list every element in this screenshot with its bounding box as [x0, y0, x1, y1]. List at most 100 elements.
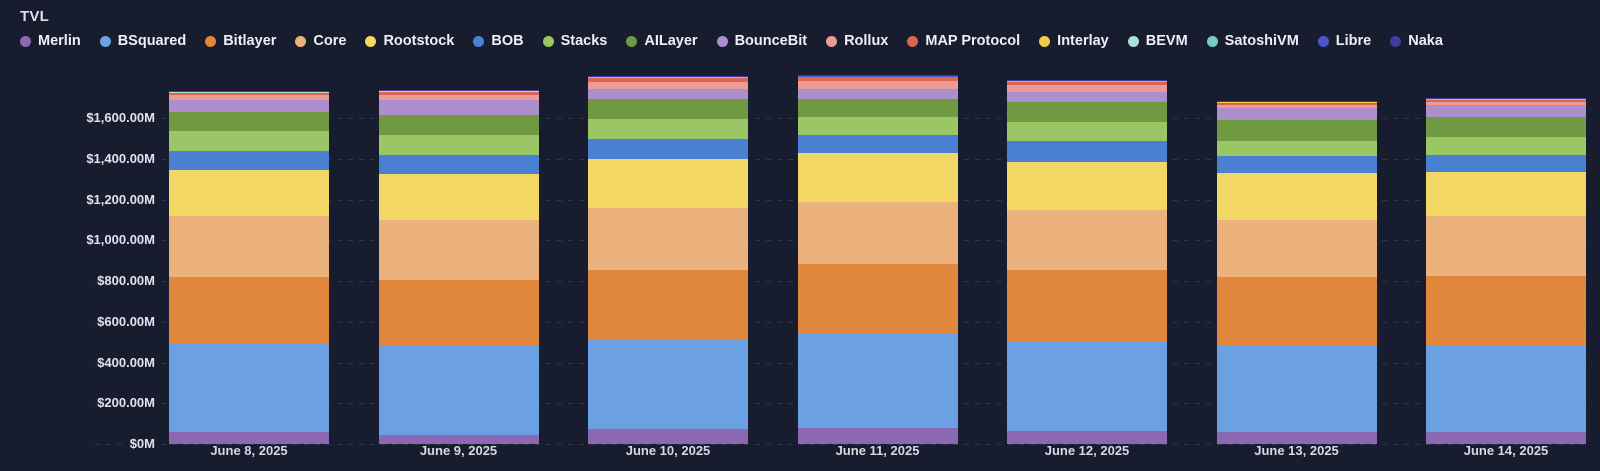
bar-segment-core[interactable]: [1216, 220, 1377, 278]
bar-segment-interlay[interactable]: [797, 76, 958, 78]
bar-segment-interlay[interactable]: [1216, 101, 1377, 103]
bar-column-june-13-2025[interactable]: [1216, 100, 1377, 444]
bar-segment-bitlayer[interactable]: [1426, 275, 1586, 346]
bar-segment-map-protocol[interactable]: [1007, 82, 1167, 86]
bar-column-june-10-2025[interactable]: [588, 76, 748, 444]
bar-segment-map-protocol[interactable]: [588, 78, 748, 83]
bar-column-june-8-2025[interactable]: [169, 90, 329, 444]
bar-segment-rootstock[interactable]: [169, 169, 329, 216]
bar-segment-rollux[interactable]: [1216, 104, 1377, 108]
bar-segment-interlay[interactable]: [1426, 99, 1586, 101]
bar-segment-merlin[interactable]: [378, 434, 539, 444]
bar-segment-bsquared[interactable]: [1216, 346, 1377, 432]
legend-item-bouncebit[interactable]: BounceBit: [716, 33, 807, 49]
bar-segment-rootstock[interactable]: [797, 153, 958, 202]
bar-segment-merlin[interactable]: [1007, 430, 1167, 444]
bar-segment-ailayer[interactable]: [797, 99, 958, 118]
bar-segment-bob[interactable]: [1426, 155, 1586, 172]
bar-segment-interlay[interactable]: [378, 90, 539, 92]
bar-segment-bouncebit[interactable]: [378, 99, 539, 115]
bar-segment-rollux[interactable]: [588, 82, 748, 90]
bar-segment-ailayer[interactable]: [378, 114, 539, 135]
bar-segment-rootstock[interactable]: [588, 158, 748, 208]
bar-segment-core[interactable]: [169, 215, 329, 277]
bar-segment-rollux[interactable]: [797, 81, 958, 90]
bar-segment-map-protocol[interactable]: [797, 77, 958, 82]
bar-segment-core[interactable]: [797, 201, 958, 264]
bar-segment-bitlayer[interactable]: [797, 263, 958, 333]
legend-item-libre[interactable]: Libre: [1317, 33, 1371, 49]
bar-segment-ailayer[interactable]: [1007, 102, 1167, 123]
bar-column-june-12-2025[interactable]: [1007, 80, 1167, 444]
bar-segment-merlin[interactable]: [1426, 431, 1586, 444]
bar-segment-core[interactable]: [378, 219, 539, 280]
bar-column-june-14-2025[interactable]: [1426, 98, 1586, 444]
legend-item-rootstock[interactable]: Rootstock: [365, 33, 454, 49]
bar-segment-stacks[interactable]: [1426, 137, 1586, 156]
bar-segment-merlin[interactable]: [797, 427, 958, 444]
legend-item-satoshivm[interactable]: SatoshiVM: [1206, 33, 1299, 49]
bar-segment-stacks[interactable]: [1216, 141, 1377, 157]
legend-item-bitlayer[interactable]: Bitlayer: [205, 33, 276, 49]
bar-segment-merlin[interactable]: [588, 428, 748, 444]
legend-item-map-protocol[interactable]: MAP Protocol: [907, 33, 1020, 49]
bar-segment-ailayer[interactable]: [1426, 117, 1586, 138]
bar-segment-map-protocol[interactable]: [1216, 102, 1377, 105]
bar-segment-bitlayer[interactable]: [1216, 277, 1377, 347]
bar-segment-core[interactable]: [588, 207, 748, 270]
bar-segment-map-protocol[interactable]: [169, 92, 329, 95]
bar-segment-bsquared[interactable]: [378, 344, 539, 435]
bar-segment-rootstock[interactable]: [1007, 162, 1167, 211]
bar-segment-bsquared[interactable]: [588, 338, 748, 429]
bar-segment-bob[interactable]: [169, 150, 329, 170]
bar-segment-bsquared[interactable]: [797, 332, 958, 428]
bar-segment-rollux[interactable]: [1426, 102, 1586, 106]
bar-column-june-11-2025[interactable]: [797, 75, 958, 444]
bar-segment-bitlayer[interactable]: [169, 276, 329, 343]
legend-item-bsquared[interactable]: BSquared: [99, 33, 186, 49]
bar-segment-bouncebit[interactable]: [1216, 107, 1377, 121]
bar-segment-ailayer[interactable]: [1216, 120, 1377, 142]
legend-item-interlay[interactable]: Interlay: [1039, 33, 1109, 49]
bar-segment-bouncebit[interactable]: [588, 89, 748, 100]
bar-segment-map-protocol[interactable]: [1426, 100, 1586, 103]
bar-segment-core[interactable]: [1007, 210, 1167, 270]
bar-segment-interlay[interactable]: [1007, 81, 1167, 83]
bar-segment-bob[interactable]: [378, 154, 539, 174]
bar-segment-stacks[interactable]: [1007, 122, 1167, 142]
legend-item-merlin[interactable]: Merlin: [20, 33, 81, 49]
bar-segment-bob[interactable]: [797, 135, 958, 154]
bar-segment-interlay[interactable]: [169, 91, 329, 93]
bar-segment-merlin[interactable]: [1216, 431, 1377, 444]
bar-segment-bouncebit[interactable]: [797, 89, 958, 100]
legend-item-ailayer[interactable]: AILayer: [626, 33, 698, 49]
bar-segment-stacks[interactable]: [588, 119, 748, 139]
legend-item-bob[interactable]: BOB: [473, 33, 524, 49]
legend-item-bevm[interactable]: BEVM: [1127, 33, 1188, 49]
bar-segment-bouncebit[interactable]: [1426, 105, 1586, 118]
bar-segment-bouncebit[interactable]: [1007, 92, 1167, 103]
bar-segment-bsquared[interactable]: [169, 342, 329, 432]
bar-segment-rootstock[interactable]: [1216, 173, 1377, 221]
legend-item-core[interactable]: Core: [295, 33, 346, 49]
bar-segment-bsquared[interactable]: [1007, 340, 1167, 431]
bar-segment-bitlayer[interactable]: [378, 279, 539, 345]
bar-segment-bsquared[interactable]: [1426, 346, 1586, 432]
bar-column-june-9-2025[interactable]: [378, 89, 539, 444]
bar-segment-ailayer[interactable]: [588, 99, 748, 120]
bar-segment-core[interactable]: [1426, 216, 1586, 276]
bar-segment-bob[interactable]: [1216, 156, 1377, 174]
bar-segment-merlin[interactable]: [169, 431, 329, 444]
legend-item-stacks[interactable]: Stacks: [542, 33, 607, 49]
legend-item-rollux[interactable]: Rollux: [826, 33, 888, 49]
bar-segment-stacks[interactable]: [378, 134, 539, 155]
bar-segment-bob[interactable]: [1007, 141, 1167, 163]
bar-segment-map-protocol[interactable]: [378, 91, 539, 95]
bar-segment-stacks[interactable]: [169, 130, 329, 151]
legend-item-naka[interactable]: Naka: [1390, 33, 1443, 49]
bar-segment-bouncebit[interactable]: [169, 99, 329, 112]
bar-segment-rollux[interactable]: [1007, 85, 1167, 93]
bar-segment-rollux[interactable]: [378, 94, 539, 100]
bar-segment-interlay[interactable]: [588, 77, 748, 79]
bar-segment-bitlayer[interactable]: [588, 269, 748, 339]
